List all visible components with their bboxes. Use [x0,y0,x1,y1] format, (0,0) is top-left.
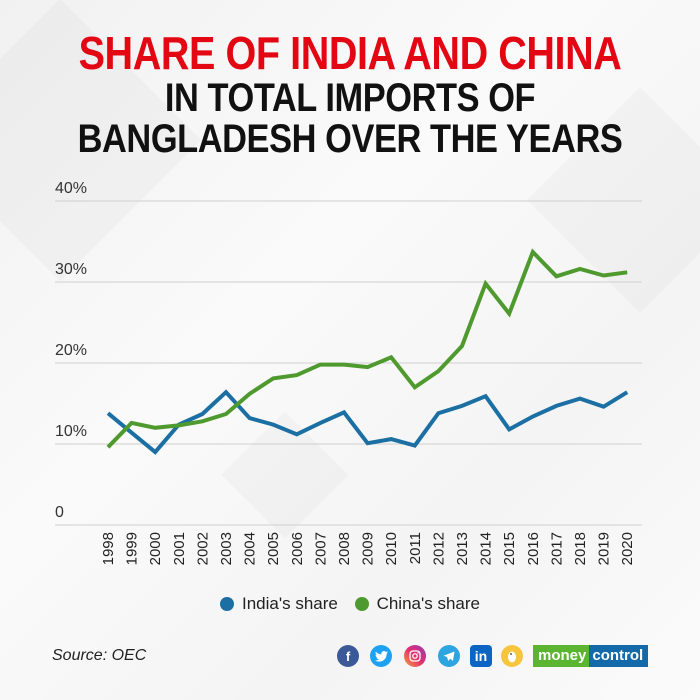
y-tick-label: 0 [55,504,64,521]
x-tick-label: 2016 [525,532,542,565]
linkedin-icon[interactable]: in [470,645,492,667]
gridlines [55,200,642,526]
y-tick-label: 30% [55,261,87,278]
x-tick-label: 1998 [100,532,117,565]
source-note: Source: OEC [52,647,147,664]
x-tick-label: 2017 [548,532,565,565]
chart-title-line1: SHARE OF INDIA AND CHINA [78,27,622,79]
brand-part-money: money [533,645,590,667]
twitter-icon[interactable] [370,645,392,667]
brand-part-control: control [589,645,649,667]
legend: India's share China's share [0,594,700,616]
instagram-icon[interactable] [404,645,426,667]
legend-item-india: India's share [219,594,338,614]
x-tick-label: 2013 [454,532,471,565]
data-lines [106,248,629,455]
x-tick-label: 2014 [478,532,495,565]
legend-label-china: China's share [376,594,480,613]
x-tick-label: 2015 [501,532,518,565]
x-tick-label: 1999 [124,532,141,565]
series-line-india-s-share [106,389,629,455]
x-tick-label: 2007 [312,532,329,565]
y-tick-label: 20% [55,342,87,359]
china-dot-icon [354,597,369,611]
x-tick-label: 2011 [407,532,424,564]
x-tick-label: 2019 [596,532,613,565]
series-line-china-s-share [106,248,628,449]
legend-item-china: China's share [354,594,480,614]
chart-title-line3: BANGLADESH OVER THE YEARS [77,117,623,161]
x-tick-label: 2000 [147,532,164,565]
india-dot-icon [219,597,234,611]
telegram-icon[interactable] [438,645,460,667]
x-tick-label: 2005 [265,532,282,565]
x-tick-label: 2009 [360,532,377,565]
x-tick-label: 2006 [289,532,306,565]
y-tick-label: 40% [55,180,87,197]
facebook-icon[interactable]: f [337,645,359,667]
koo-icon[interactable] [501,645,523,667]
x-axis-ticks: 1998 1999 2000 2001 2002 2003 2004 2005 2006 2007… [100,532,636,565]
x-tick-label: 2010 [383,532,400,565]
chart-title-line2: IN TOTAL IMPORTS OF [164,76,536,120]
x-tick-label: 2003 [218,532,235,565]
moneycontrol-logo[interactable]: money control [533,645,649,667]
x-tick-label: 2002 [194,532,211,565]
y-tick-label: 10% [55,423,87,440]
x-tick-label: 2001 [171,532,188,565]
x-tick-label: 2018 [572,532,589,565]
x-tick-label: 2020 [619,532,636,565]
x-tick-label: 2008 [336,532,353,565]
x-tick-label: 2012 [430,532,447,565]
x-tick-label: 2004 [242,532,259,565]
y-axis-ticks: 0 10% 20% 30% 40% [55,180,87,521]
legend-label-india: India's share [241,594,338,613]
